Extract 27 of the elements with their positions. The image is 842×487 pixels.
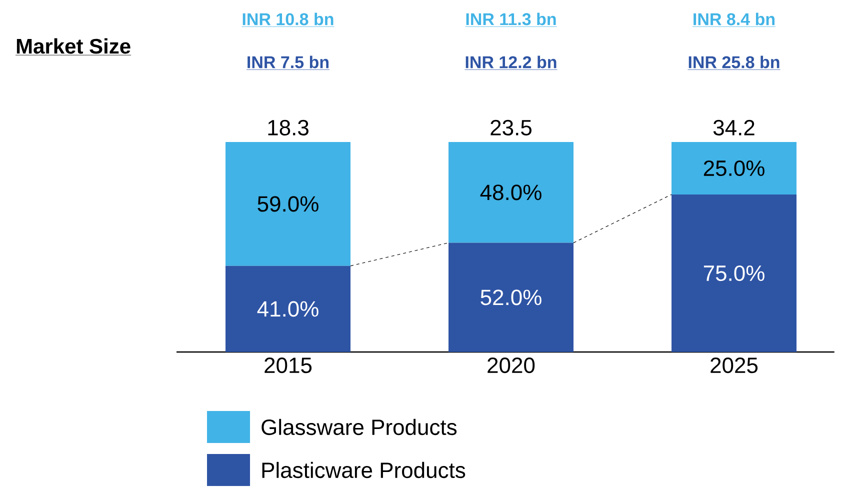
text: INR 10.8 bn [242,12,334,26]
data-label: 41.0% [257,301,318,317]
data-label: 25.0% [704,160,764,176]
bar [226,142,351,266]
legend-label: Glassware Products [262,418,457,436]
x-tick-label: 2020 [488,358,535,374]
bar [448,142,574,243]
data-label: 52.0% [480,290,542,306]
text: 23.5 [490,120,532,136]
text: INR 11.3 bn [466,12,556,26]
bar [448,242,574,352]
data-label: 48.0% [480,184,542,200]
text: 34.2 [713,120,754,136]
bar [672,142,797,194]
bar [226,266,351,352]
text: 18.3 [268,120,308,136]
chart-title: Market Size [16,38,130,54]
legend-label: Plasticware Products [262,462,466,478]
x-tick-label: 2015 [264,358,312,374]
x-tick-label: 2025 [710,358,758,374]
text: INR 12.2 bn [466,56,556,68]
text: INR 7.5 bn [248,56,328,68]
text: INR 8.4 bn [694,12,775,26]
data-label: 59.0% [258,196,318,212]
bar [672,194,797,352]
data-label: 75.0% [704,265,764,282]
text: INR 25.8 bn [688,56,780,68]
